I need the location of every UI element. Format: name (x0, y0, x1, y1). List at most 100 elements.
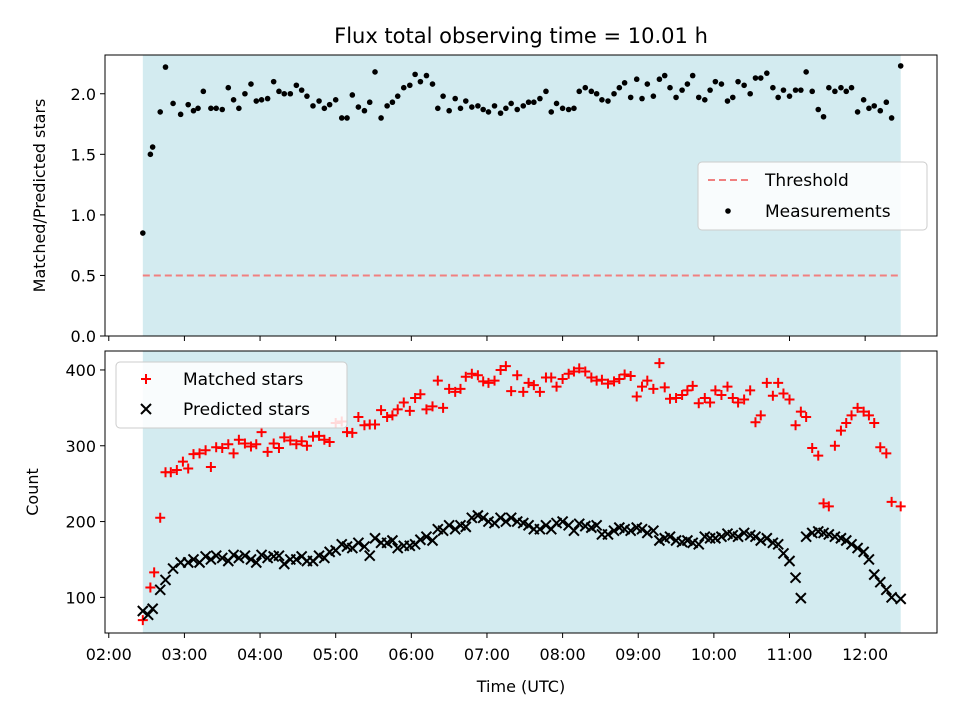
matched-stars-point (483, 377, 494, 388)
measurement-point (866, 105, 872, 112)
matched-stars-legend-label: Matched stars (183, 370, 303, 390)
matched-stars-point (687, 380, 698, 391)
measurement-point (553, 100, 560, 107)
matched-stars-point (137, 615, 148, 626)
matched-stars-point (370, 419, 381, 430)
predicted-stars-point (505, 512, 517, 524)
measurement-point (701, 97, 708, 103)
predicted-stars-point (187, 553, 200, 566)
matched-stars-point (217, 443, 228, 454)
matched-stars-point (846, 410, 857, 421)
predicted-stars-point (738, 527, 750, 539)
matched-stars-point (296, 436, 307, 447)
measurement-point (548, 109, 555, 115)
measurement-point (230, 97, 237, 103)
count-ytick-label: 100 (65, 588, 96, 607)
predicted-stars-point (449, 523, 461, 535)
measurement-point (287, 90, 294, 97)
measurement-point (480, 106, 486, 113)
matched-stars-point (155, 512, 166, 523)
matched-stars-point (750, 417, 761, 428)
measurement-point (757, 75, 764, 81)
predicted-stars-point (636, 523, 648, 535)
measurement-point (378, 115, 384, 121)
measurement-point (525, 99, 532, 106)
matched-stars-point (716, 389, 727, 400)
measurement-point (162, 64, 169, 70)
measurement-point (780, 87, 787, 93)
measurement-point (712, 78, 719, 85)
measurement-point (435, 105, 441, 112)
predicted-stars-point (863, 553, 875, 566)
predicted-stars-point (154, 584, 166, 596)
measurement-point (582, 84, 589, 91)
measurement-point (792, 87, 799, 93)
matched-stars-point (609, 376, 620, 387)
matched-stars-point (301, 440, 312, 451)
measurement-point (695, 94, 702, 101)
matched-stars-point (710, 385, 721, 396)
matched-stars-point (568, 366, 579, 377)
measurement-point (177, 111, 184, 118)
measurement-point (735, 78, 741, 85)
count-panel: 100 200 300 400 02:00 03:00 04:00 05:00 06:00 07:… (23, 350, 938, 696)
measurement-point (457, 105, 464, 112)
ratio-ylabel: Matched/Predicted stars (30, 99, 49, 293)
predicted-stars-point (789, 571, 802, 584)
measurement-point (633, 76, 640, 83)
measurement-point (508, 100, 514, 107)
measurement-point (372, 69, 378, 75)
matched-stars-point (813, 450, 824, 461)
matched-stars-point (886, 496, 897, 507)
measurement-point (616, 84, 623, 91)
chart-title: Flux total observing time = 10.01 h (334, 24, 708, 48)
predicted-stars-point (777, 547, 790, 560)
predicted-stars-point (420, 531, 433, 543)
predicted-stars-point (199, 550, 212, 563)
predicted-stars-point (443, 519, 455, 532)
measurement-point (344, 115, 350, 121)
matched-stars-point (262, 446, 273, 457)
matched-stars-point (432, 375, 443, 386)
predicted-stars-point (840, 534, 852, 547)
measurement-point (838, 84, 844, 91)
count-ytick-label: 200 (65, 513, 96, 532)
measurement-point (684, 81, 691, 87)
measurement-point (565, 106, 572, 113)
matched-stars-point (194, 448, 205, 459)
measurement-point (656, 76, 663, 83)
matched-stars-point (648, 383, 659, 394)
matched-stars-point (518, 386, 529, 397)
matched-stars-point (450, 386, 461, 397)
measurement-point (724, 98, 731, 104)
matched-stars-point (466, 368, 477, 379)
matched-stars-point (165, 467, 176, 478)
count-ytick-label: 300 (65, 437, 96, 456)
matched-stars-point (823, 501, 834, 512)
measurement-point (326, 101, 333, 108)
matched-stars-point (659, 382, 670, 393)
measurement-point (384, 103, 390, 109)
count-series-1 (137, 509, 907, 621)
measurement-point (820, 113, 827, 120)
matched-stars-point (699, 393, 710, 403)
measurement-point (149, 144, 156, 150)
predicted-stars-point (534, 523, 546, 535)
measurement-point (673, 94, 679, 101)
measurement-point (860, 97, 867, 103)
measurement-point (157, 109, 164, 115)
ratio-panel: 0.0 0.5 1.0 1.5 2.0 Matched/Predicted stars Th… (30, 54, 938, 346)
measurement-point (423, 72, 430, 79)
matched-stars-point (835, 425, 846, 436)
matched-stars-point (642, 375, 653, 386)
measurement-point (349, 92, 356, 98)
measurement-point (147, 151, 154, 158)
matched-stars-point (171, 465, 182, 476)
matched-stars-point (279, 432, 290, 443)
predicted-stars-point (182, 556, 194, 569)
predicted-stars-point (749, 531, 762, 543)
matched-stars-point (523, 377, 534, 388)
matched-stars-point (495, 364, 506, 375)
measurement-point (429, 81, 436, 87)
